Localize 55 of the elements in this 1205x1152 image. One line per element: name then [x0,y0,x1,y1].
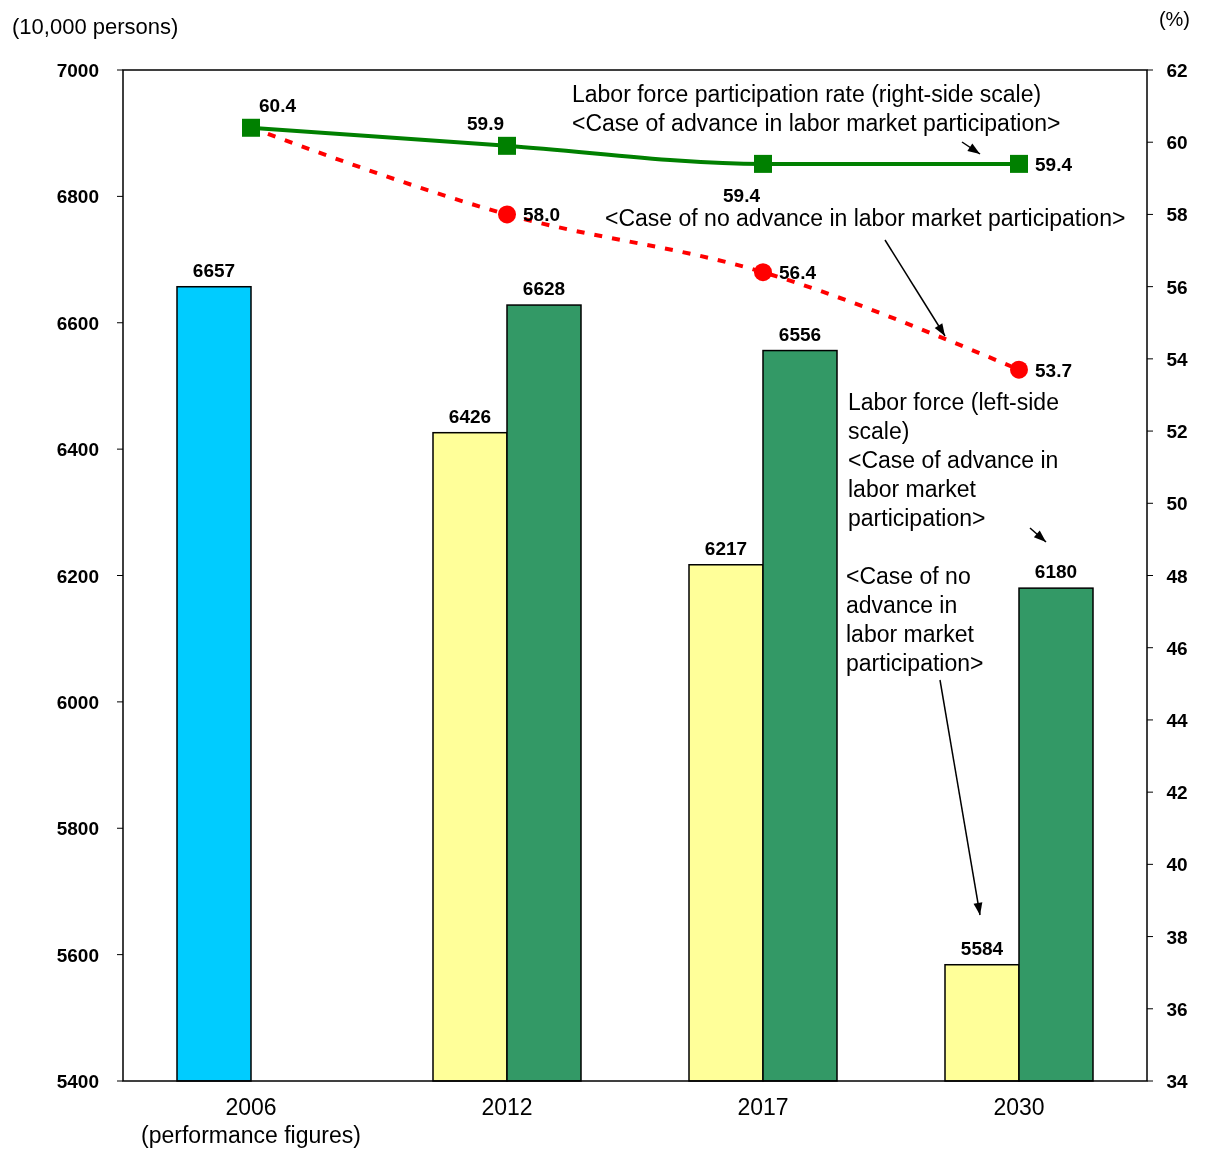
y2-tick-label: 58 [1166,204,1188,226]
data-label: 59.4 [723,184,761,206]
point [242,118,260,137]
x-tick-label: 2006 (performance figures) [141,1094,361,1148]
series-label: Labor force (left-side scale) <Case of advance in labor market participation> [848,389,1059,531]
data-label: 6657 [192,259,236,281]
point [498,136,516,155]
x-tick-label: 2017 [737,1094,789,1120]
y2-axis-title: (%) [1158,8,1190,30]
y-tick-label: 5600 [56,944,99,966]
y2-tick-label: 50 [1166,493,1188,515]
point [754,263,772,282]
data-label: 58.0 [523,204,560,226]
x-tick-label: 2012 [481,1094,533,1120]
data-label: 60.4 [259,94,297,116]
y-tick-label: 6600 [56,312,99,334]
y2-tick-label: 38 [1166,926,1188,948]
y-tick-label: 5400 [56,1071,99,1092]
point [1010,154,1028,173]
y2-tick-label: 46 [1166,637,1188,659]
y-tick-label: 6200 [56,565,99,587]
y2-tick-label: 62 [1166,60,1188,81]
y-tick-label: 7000 [56,60,99,81]
y2-tick-label: 56 [1166,276,1188,298]
y2-tick-label: 60 [1166,132,1188,154]
y2-tick-label: 34 [1166,1071,1188,1092]
data-label: 6426 [448,405,492,427]
y-axis-title: (10,000 persons) [12,14,179,39]
series-label: Labor force participation rate (right-side scale) <Case of advance in labor market participation> [572,81,1061,136]
data-label: 5584 [960,937,1004,959]
data-label: 59.9 [467,112,504,134]
y-tick-label: 6400 [56,439,99,461]
y2-tick-label: 40 [1166,854,1188,876]
y-tick-label: 5800 [56,818,99,840]
x-tick-label: 2030 [993,1094,1045,1120]
y2-tick-label: 42 [1166,782,1188,804]
data-label: 59.4 [1035,153,1073,175]
y2-tick-label: 52 [1166,421,1188,443]
annotation: <Case of no advance in labor market participation> [846,563,984,676]
data-label: 56.4 [779,262,817,284]
series-label: <Case of no advance in labor market participation> [605,205,1126,231]
data-label: 6217 [704,537,748,559]
data-label: 6180 [1034,561,1078,583]
y2-tick-label: 36 [1166,998,1188,1020]
y-tick-label: 6800 [56,186,99,208]
point [1010,360,1028,379]
point [754,154,772,173]
data-label: 53.7 [1035,359,1072,381]
data-label: 6628 [522,278,566,300]
y2-tick-label: 54 [1166,348,1188,370]
y2-tick-label: 48 [1166,565,1188,587]
data-label: 6556 [778,323,822,345]
y-tick-label: 6000 [56,691,99,713]
y2-tick-label: 44 [1166,709,1188,731]
point [498,205,516,224]
